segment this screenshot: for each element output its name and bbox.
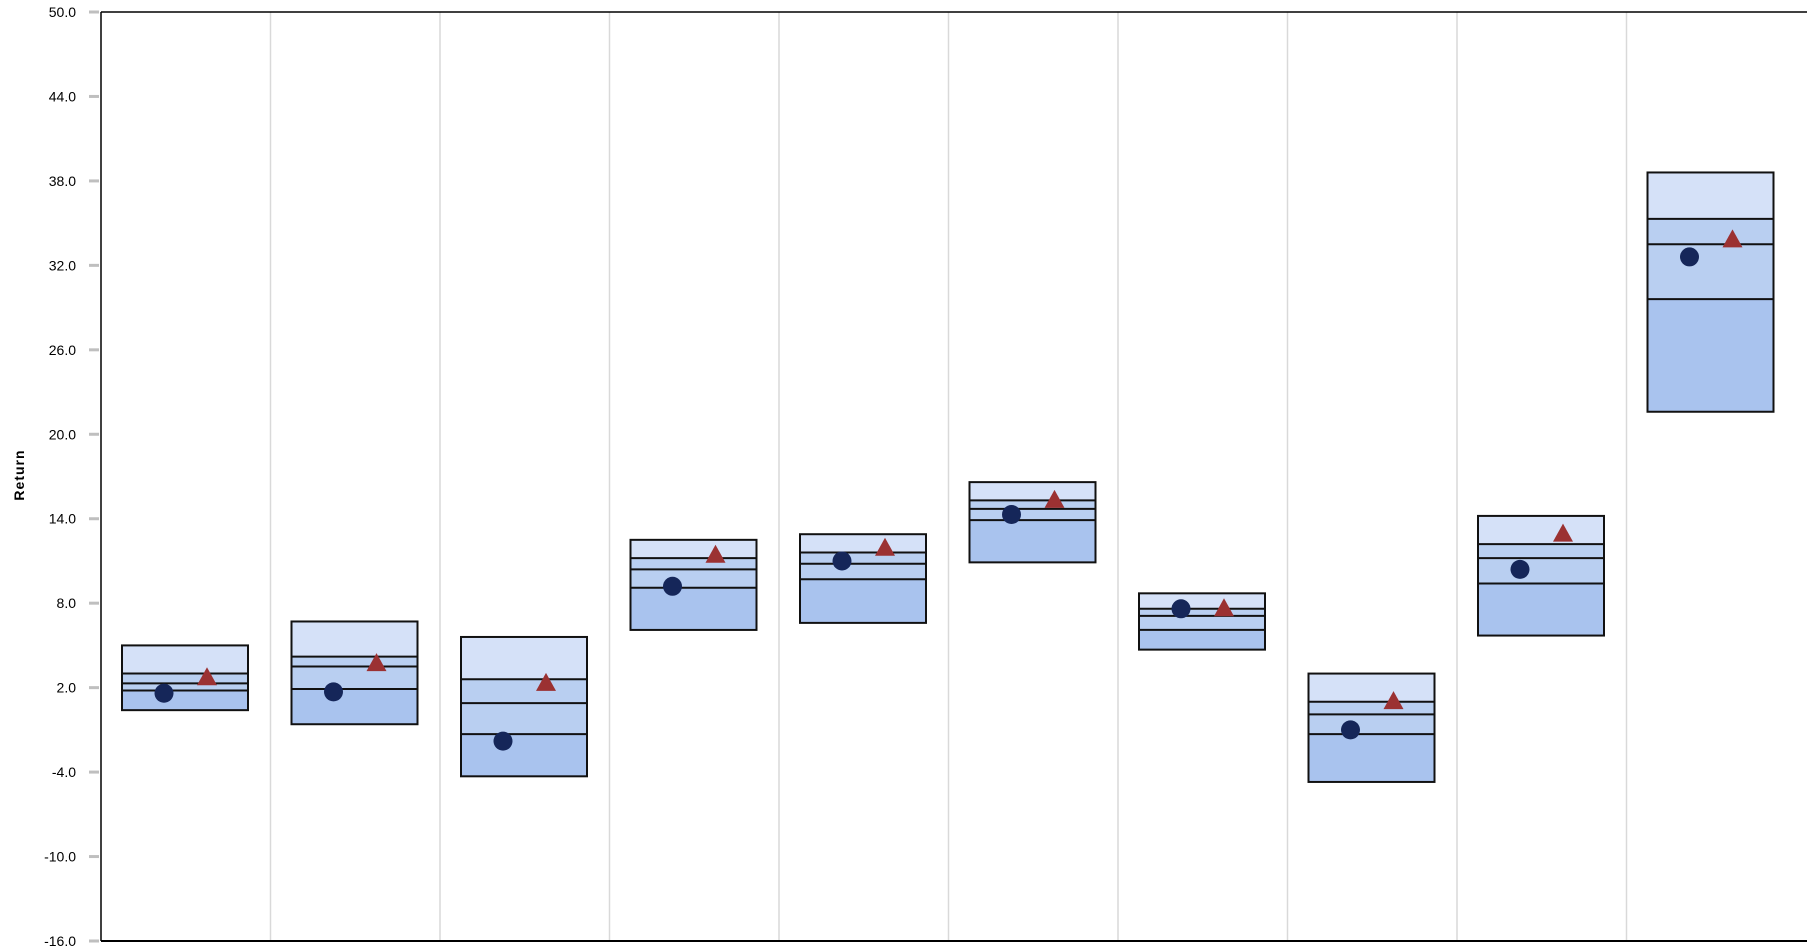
box-lower-band <box>1478 583 1604 636</box>
box-middle-band <box>1478 544 1604 584</box>
box-middle-band <box>1647 218 1774 300</box>
markers <box>154 229 1743 751</box>
y-tick-label: -16.0 <box>44 933 76 949</box>
y-tick-label: 14.0 <box>49 511 76 527</box>
box-upper-band <box>291 621 418 657</box>
box-outline <box>121 644 249 712</box>
y-tick-label: 8.0 <box>57 595 77 611</box>
triangle-marker <box>1553 523 1573 542</box>
y-tick-label: 32.0 <box>49 257 76 273</box>
triangle-marker <box>1044 489 1065 508</box>
box-lower-band <box>969 520 1096 563</box>
box-lower-band <box>461 734 587 777</box>
box-outline <box>629 538 758 631</box>
circle-marker <box>154 683 174 703</box>
box-lower-band <box>1647 299 1774 412</box>
triangle-marker <box>536 672 556 691</box>
box-lower-band <box>291 689 418 725</box>
triangle-marker <box>1383 691 1404 710</box>
box-outline <box>290 620 419 726</box>
circle-marker <box>663 576 682 596</box>
box-outline <box>460 635 588 778</box>
circle-marker <box>1510 559 1530 579</box>
triangle-marker <box>875 537 895 556</box>
percentile-boxes <box>121 171 1775 783</box>
box-outline <box>1646 171 1775 413</box>
y-tick-label: -10.0 <box>44 849 76 865</box>
triangle-marker <box>197 667 217 686</box>
circle-marker <box>1171 599 1191 619</box>
box-lower-band <box>1308 734 1435 782</box>
y-tick-label: -4.0 <box>52 764 76 780</box>
y-tick-label: 2.0 <box>57 680 77 696</box>
box-middle-band <box>800 552 926 580</box>
box-middle-band <box>969 500 1096 521</box>
box-middle-band <box>1139 608 1265 630</box>
circle-marker <box>1002 505 1021 525</box>
box-middle-band <box>461 679 587 735</box>
box-middle-band <box>1308 701 1435 735</box>
box-upper-band <box>122 645 248 674</box>
y-axis: -16.0 -10.0 -4.0 2.0 8.0 14.0 20.0 26.0 32.0 38.0… <box>44 4 1807 949</box>
box-upper-band <box>969 482 1096 501</box>
box-middle-band <box>630 558 757 588</box>
y-axis-title: Return <box>11 449 27 500</box>
box-middle-band <box>291 656 418 690</box>
y-tick-label: 26.0 <box>49 342 76 358</box>
y-tick-label: 44.0 <box>49 88 76 104</box>
triangle-marker <box>366 653 387 672</box>
box-outline <box>968 481 1097 564</box>
triangle-marker <box>1214 598 1234 617</box>
box-middle-band <box>122 673 248 691</box>
gridlines <box>269 12 1628 941</box>
circle-marker <box>493 731 513 751</box>
box-upper-band <box>1647 172 1774 219</box>
circle-marker <box>832 551 852 571</box>
box-upper-band <box>1308 673 1435 702</box>
box-upper-band <box>1478 515 1604 545</box>
box-lower-band <box>800 579 926 623</box>
box-upper-band <box>461 636 587 680</box>
box-outline <box>1307 672 1436 783</box>
circle-marker <box>1680 247 1699 267</box>
box-outline <box>1138 592 1266 651</box>
triangle-marker <box>705 544 726 563</box>
y-tick-label: 38.0 <box>49 173 76 189</box>
y-tick-label: 20.0 <box>49 426 76 442</box>
circle-marker <box>1341 720 1360 740</box>
box-lower-band <box>630 587 757 630</box>
circle-marker <box>324 682 343 702</box>
triangle-marker <box>1722 229 1743 248</box>
box-lower-band <box>122 690 248 711</box>
box-upper-band <box>800 534 926 553</box>
box-outline <box>1477 514 1605 637</box>
y-tick-label: 50.0 <box>49 4 76 20</box>
box-upper-band <box>1139 593 1265 609</box>
box-upper-band <box>630 539 757 559</box>
box-lower-band <box>1139 629 1265 650</box>
